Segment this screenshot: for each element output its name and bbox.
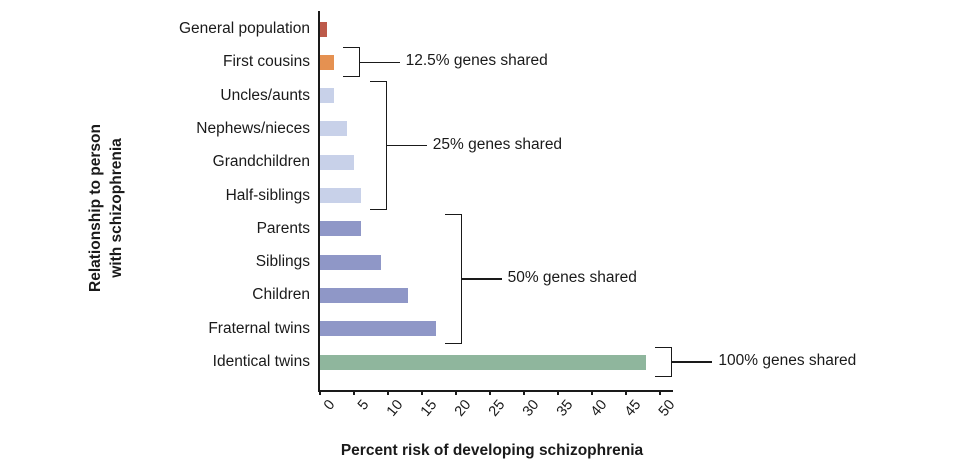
x-tick-label: 35	[553, 397, 577, 420]
category-label: Parents	[256, 219, 310, 237]
x-axis-title: Percent risk of developing schizophrenia	[340, 442, 644, 459]
x-tick-mark	[421, 390, 423, 395]
x-tick-mark	[455, 390, 457, 395]
bar-first-cousins	[320, 54, 334, 70]
category-label: Identical twins	[212, 353, 310, 370]
category-label: General population	[179, 20, 310, 37]
annotation-label: 50% genes shared	[507, 268, 637, 286]
x-tick-label: 50	[655, 397, 679, 420]
x-tick-mark	[625, 390, 627, 395]
genes-shared-bracket	[444, 213, 462, 344]
y-axis-line	[318, 11, 320, 391]
x-tick-label: 10	[383, 397, 407, 420]
bar-general-population	[320, 21, 327, 37]
category-label: Grandchildren	[212, 153, 310, 171]
category-label: Siblings	[255, 253, 310, 271]
bar-children	[320, 287, 409, 303]
x-axis-line	[318, 390, 673, 392]
x-tick-label: 30	[519, 397, 543, 420]
genes-shared-bracket	[369, 80, 387, 211]
x-tick-label: 45	[621, 397, 645, 420]
annotation-label: 100% genes shared	[718, 352, 857, 369]
bar-identical-twins	[320, 354, 647, 370]
x-tick-label: 5	[354, 397, 373, 414]
genes-shared-bracket	[655, 347, 673, 377]
bracket-connector-line	[359, 61, 400, 64]
category-label: Uncles/aunts	[220, 86, 310, 104]
bar-half-siblings	[320, 188, 361, 203]
annotation-label: 25% genes shared	[432, 135, 563, 153]
x-tick-mark	[489, 390, 491, 395]
annotation-label: 12.5% genes shared	[405, 52, 548, 70]
category-label: Children	[252, 286, 310, 304]
x-tick-label: 15	[417, 397, 441, 420]
x-tick-mark	[319, 390, 321, 395]
x-tick-mark	[557, 390, 559, 395]
bar-siblings	[320, 254, 382, 270]
x-tick-mark	[591, 390, 593, 395]
bar-uncles-aunts	[320, 88, 334, 104]
bar-parents	[320, 221, 361, 237]
x-tick-mark	[523, 390, 525, 395]
bracket-connector-line	[672, 361, 713, 363]
bracket-connector-line	[386, 144, 427, 147]
bar-nephews-nieces	[320, 121, 348, 137]
x-tick-label: 40	[587, 397, 611, 420]
category-label: Half-siblings	[225, 186, 310, 204]
x-tick-label: 20	[451, 397, 475, 420]
x-tick-label: 25	[485, 397, 509, 420]
x-tick-label: 0	[320, 397, 339, 414]
genes-shared-bracket	[342, 47, 360, 78]
category-label: First cousins	[223, 53, 310, 71]
category-label: Nephews/nieces	[196, 119, 310, 137]
x-tick-mark	[659, 390, 661, 395]
bar-grandchildren	[320, 154, 354, 170]
bracket-connector-line	[461, 277, 502, 280]
category-label: Fraternal twins	[208, 319, 310, 337]
x-tick-mark	[387, 390, 389, 395]
x-tick-mark	[353, 390, 355, 395]
bar-fraternal-twins	[320, 321, 436, 337]
